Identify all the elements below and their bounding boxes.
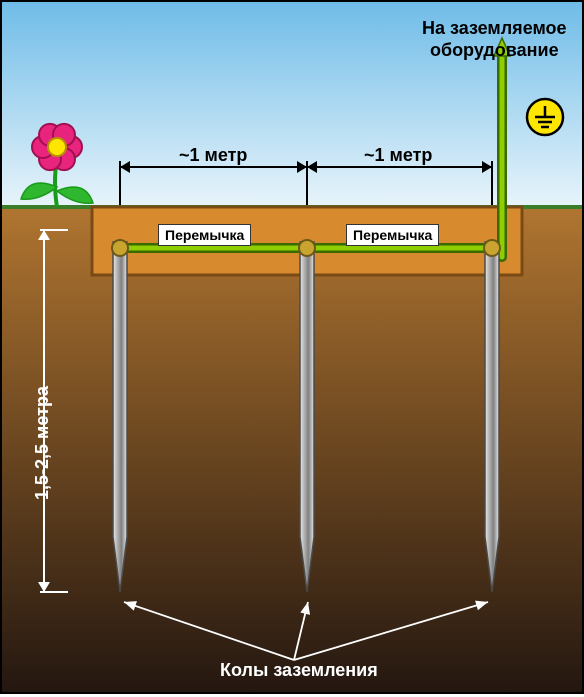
stake-1 [113,242,127,592]
dist2-label: ~1 метр [364,145,432,166]
stake-3 [485,242,499,592]
dist1-label: ~1 метр [179,145,247,166]
diagram-svg [2,2,582,692]
diagram-container: На заземляемое оборудование ~1 метр ~1 м… [0,0,584,694]
jumper-label-2: Перемычка [346,224,439,246]
jumper-label-1: Перемычка [158,224,251,246]
wire-node-1 [112,240,128,256]
wire-node-2 [299,240,315,256]
stake-2 [300,242,314,592]
flower-center [48,138,66,156]
title-label: На заземляемое оборудование [422,18,567,61]
wire-node-3 [484,240,500,256]
stakes-callout-label: Колы заземления [220,660,378,681]
depth-label: 1,5-2,5 метра [32,386,53,500]
